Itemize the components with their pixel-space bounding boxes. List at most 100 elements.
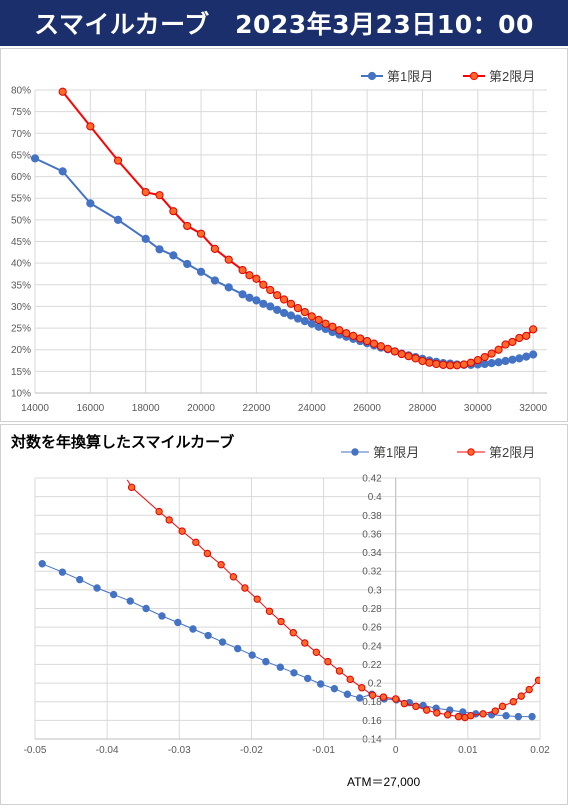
chart-title: 対数を年換算したスマイルカーブ: [11, 433, 235, 451]
y-tick-label: 35%: [11, 280, 31, 291]
y-tick-label: 0.18: [362, 697, 382, 708]
y-tick-label: 20%: [11, 345, 31, 356]
data-point: [183, 221, 192, 231]
data-point: [443, 711, 452, 719]
data-point: [501, 356, 510, 366]
y-tick-label: 25%: [11, 324, 31, 335]
data-point: [253, 595, 261, 603]
data-point: [290, 669, 298, 677]
x-tick-label: -0.05: [24, 745, 47, 756]
legend-marker: [351, 448, 359, 456]
data-point: [234, 644, 242, 653]
data-point: [259, 280, 268, 289]
data-point: [273, 291, 282, 300]
data-point: [529, 325, 538, 334]
data-point: [218, 638, 227, 646]
series-line-1: [34, 157, 534, 366]
data-point: [346, 675, 354, 684]
data-point: [155, 191, 164, 200]
x-tick-label: 20000: [187, 403, 215, 414]
data-point: [259, 299, 268, 308]
x-tick-label: 16000: [76, 403, 104, 414]
data-point: [204, 631, 212, 640]
legend-marker: [469, 71, 479, 81]
data-point: [400, 699, 409, 708]
data-point: [304, 674, 312, 683]
y-tick-label: 40%: [11, 259, 31, 270]
legend-marker: [467, 448, 475, 456]
annualized-log-smile-svg: 0.14 0.16 0.18 0.2 0.22 0.24 0.26 0.28 0.3 0.32 0.…: [24, 445, 551, 756]
y-tick-label: 0.34: [362, 548, 382, 559]
data-point: [307, 319, 316, 328]
y-tick-label: 0.36: [362, 529, 382, 540]
y-tick-label: 0.16: [362, 716, 382, 727]
data-point: [515, 354, 524, 363]
data-point: [307, 312, 316, 321]
page-title: スマイルカーブ 2023年3月23日10：00: [0, 0, 568, 46]
series-line-2: [61, 91, 534, 367]
data-point: [169, 251, 178, 260]
data-point: [473, 356, 482, 365]
data-point: [369, 339, 379, 348]
data-point: [262, 657, 270, 666]
x-tick-label: 32000: [519, 403, 547, 414]
data-point: [266, 302, 275, 311]
data-point: [38, 560, 46, 568]
data-point: [412, 702, 420, 711]
data-point: [433, 709, 441, 717]
x-tick-label: 14000: [21, 403, 49, 414]
data-point: [245, 293, 254, 302]
y-tick-label: 50%: [11, 215, 31, 226]
data-point: [300, 317, 309, 326]
legend-label: 第1限月: [373, 445, 419, 460]
data-point: [335, 326, 344, 335]
data-point: [217, 560, 225, 569]
y-tick-label: 0.22: [362, 660, 382, 671]
data-point: [480, 359, 489, 369]
data-point: [515, 333, 524, 343]
data-point: [494, 358, 503, 367]
data-point: [425, 358, 434, 367]
x-tick-label: 18000: [132, 403, 160, 414]
data-point: [392, 695, 400, 703]
data-point: [312, 648, 321, 657]
data-point: [423, 706, 431, 714]
y-tick-label: 80%: [11, 86, 31, 97]
data-point: [155, 507, 163, 516]
y-tick-label: 0.24: [362, 641, 382, 652]
data-point: [76, 575, 84, 584]
data-point: [487, 359, 496, 368]
x-tick-label: 30000: [464, 403, 492, 414]
data-point: [265, 607, 274, 615]
data-point: [196, 267, 206, 276]
data-point: [517, 692, 525, 700]
data-point: [86, 122, 95, 131]
data-point: [252, 296, 261, 305]
data-point: [494, 345, 503, 354]
data-point: [514, 712, 523, 721]
data-point: [210, 276, 219, 285]
data-point: [286, 311, 296, 320]
data-point: [397, 349, 406, 359]
y-tick-label: 0.32: [362, 567, 382, 578]
data-point: [432, 359, 441, 369]
y-tick-label: 0.14: [362, 735, 382, 746]
data-point: [508, 355, 517, 364]
smile-curve-chart: 10% 15% 20% 25% 30% 35% 40% 45% 50% 55% 60% 65% 70% 7…: [0, 48, 568, 422]
data-point: [241, 584, 249, 592]
data-point: [30, 154, 40, 163]
data-point: [343, 690, 352, 698]
data-point: [293, 304, 303, 313]
data-point: [196, 229, 206, 238]
y-tick-label: 30%: [11, 302, 31, 313]
data-point: [467, 711, 475, 720]
x-tick-label: 28000: [409, 403, 437, 414]
data-point: [390, 347, 399, 356]
data-point: [192, 538, 200, 547]
data-point: [335, 667, 344, 675]
data-point: [508, 337, 517, 347]
y-tick-label: 70%: [11, 129, 31, 140]
data-point: [252, 274, 261, 283]
data-point: [522, 331, 531, 340]
data-point: [502, 711, 510, 720]
